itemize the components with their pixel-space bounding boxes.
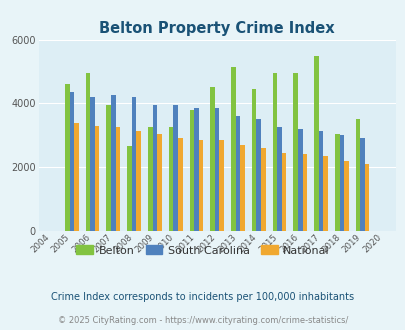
Bar [313, 55, 318, 231]
Bar [177, 139, 182, 231]
Legend: Belton, South Carolina, National: Belton, South Carolina, National [72, 241, 333, 260]
Text: Crime Index corresponds to incidents per 100,000 inhabitants: Crime Index corresponds to incidents per… [51, 292, 354, 302]
Bar [65, 84, 69, 231]
Title: Belton Property Crime Index: Belton Property Crime Index [99, 21, 334, 36]
Bar [302, 154, 307, 231]
Bar [136, 130, 141, 231]
Bar [74, 122, 79, 231]
Bar [235, 116, 240, 231]
Bar [132, 97, 136, 231]
Bar [297, 129, 302, 231]
Bar [260, 148, 265, 231]
Bar [251, 89, 256, 231]
Bar [148, 127, 152, 231]
Bar [293, 73, 297, 231]
Bar [106, 105, 111, 231]
Bar [256, 119, 260, 231]
Bar [322, 156, 327, 231]
Bar [355, 119, 360, 231]
Bar [95, 126, 99, 231]
Text: © 2025 CityRating.com - https://www.cityrating.com/crime-statistics/: © 2025 CityRating.com - https://www.city… [58, 315, 347, 325]
Bar [69, 92, 74, 231]
Bar [157, 134, 161, 231]
Bar [168, 127, 173, 231]
Bar [277, 127, 281, 231]
Bar [115, 127, 120, 231]
Bar [240, 145, 244, 231]
Bar [127, 147, 132, 231]
Bar [111, 95, 115, 231]
Bar [189, 110, 194, 231]
Bar [210, 87, 214, 231]
Bar [339, 135, 343, 231]
Bar [364, 164, 369, 231]
Bar [90, 97, 95, 231]
Bar [173, 105, 177, 231]
Bar [272, 73, 277, 231]
Bar [334, 134, 339, 231]
Bar [343, 161, 348, 231]
Bar [152, 105, 157, 231]
Bar [360, 139, 364, 231]
Bar [194, 108, 198, 231]
Bar [214, 108, 219, 231]
Bar [318, 130, 322, 231]
Bar [230, 67, 235, 231]
Bar [198, 140, 203, 231]
Bar [85, 73, 90, 231]
Bar [219, 140, 224, 231]
Bar [281, 153, 286, 231]
